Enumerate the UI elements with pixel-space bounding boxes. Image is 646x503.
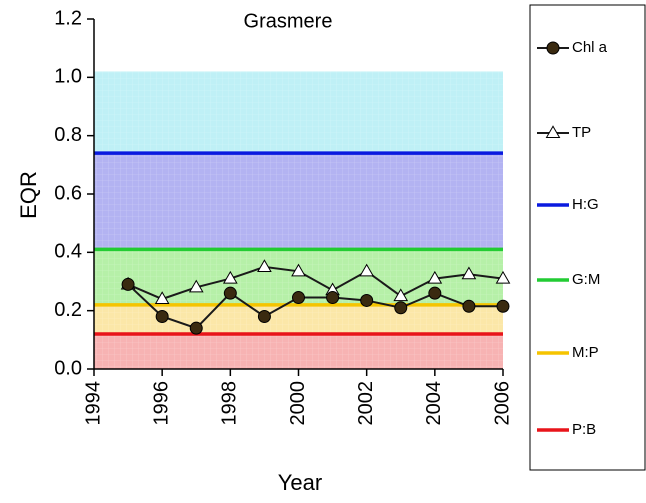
marker — [394, 301, 408, 315]
y-tick-label: 0.6 — [54, 182, 82, 204]
marker — [360, 293, 374, 307]
legend-marker — [545, 125, 561, 139]
x-tick-label: 1994 — [82, 381, 104, 426]
x-tick-label: 1998 — [219, 381, 241, 426]
plot — [94, 151, 511, 336]
legend-label: M:P — [572, 344, 599, 361]
marker — [154, 291, 170, 305]
marker — [188, 279, 204, 293]
legend-box — [529, 4, 646, 471]
marker — [427, 270, 443, 284]
marker — [222, 270, 238, 284]
marker — [496, 299, 510, 313]
x-axis-label: Year — [278, 470, 322, 495]
y-tick-label: 0.0 — [54, 357, 82, 379]
marker — [359, 263, 375, 277]
marker — [461, 266, 477, 280]
marker — [223, 286, 237, 300]
fine-grid — [94, 71, 503, 369]
marker — [257, 259, 272, 272]
x-tick-label: 2002 — [355, 381, 377, 426]
marker — [291, 263, 306, 277]
marker — [495, 270, 511, 284]
legend-label: H:G — [572, 196, 599, 213]
marker — [292, 291, 305, 305]
marker — [393, 288, 409, 302]
y-tick-label: 1.0 — [54, 66, 82, 88]
legend-marker — [546, 41, 560, 55]
y-tick-label: 0.4 — [54, 241, 82, 263]
x-tick-label: 1996 — [150, 381, 172, 426]
y-tick-label: 1.2 — [54, 7, 82, 29]
x-tick-label: 2000 — [287, 381, 309, 426]
y-axis-label: EQR — [16, 171, 41, 219]
y-tick-label: 0.2 — [54, 299, 82, 321]
marker — [462, 299, 476, 313]
marker — [121, 277, 135, 291]
legend-label: G:M — [572, 271, 600, 288]
marker — [257, 310, 271, 323]
x-tick-label: 2006 — [491, 381, 513, 426]
legend-label: Chl a — [572, 39, 608, 56]
series-line — [127, 265, 504, 301]
y-tick-label: 0.8 — [54, 124, 82, 146]
legend: Chl a TP H:G G:M M:P P:B — [537, 39, 608, 438]
marker — [326, 291, 340, 305]
x-tick-label: 2004 — [423, 381, 445, 426]
marker — [428, 286, 442, 300]
chart-title: Grasmere — [244, 10, 333, 32]
legend-label: TP — [572, 124, 591, 141]
marker — [189, 321, 203, 335]
marker — [155, 310, 169, 323]
legend-label: P:B — [572, 421, 596, 438]
axes: 0.0 0.2 0.4 0.6 0.8 1.0 1.2 1994 1996 1998 2000 200… — [54, 7, 513, 425]
